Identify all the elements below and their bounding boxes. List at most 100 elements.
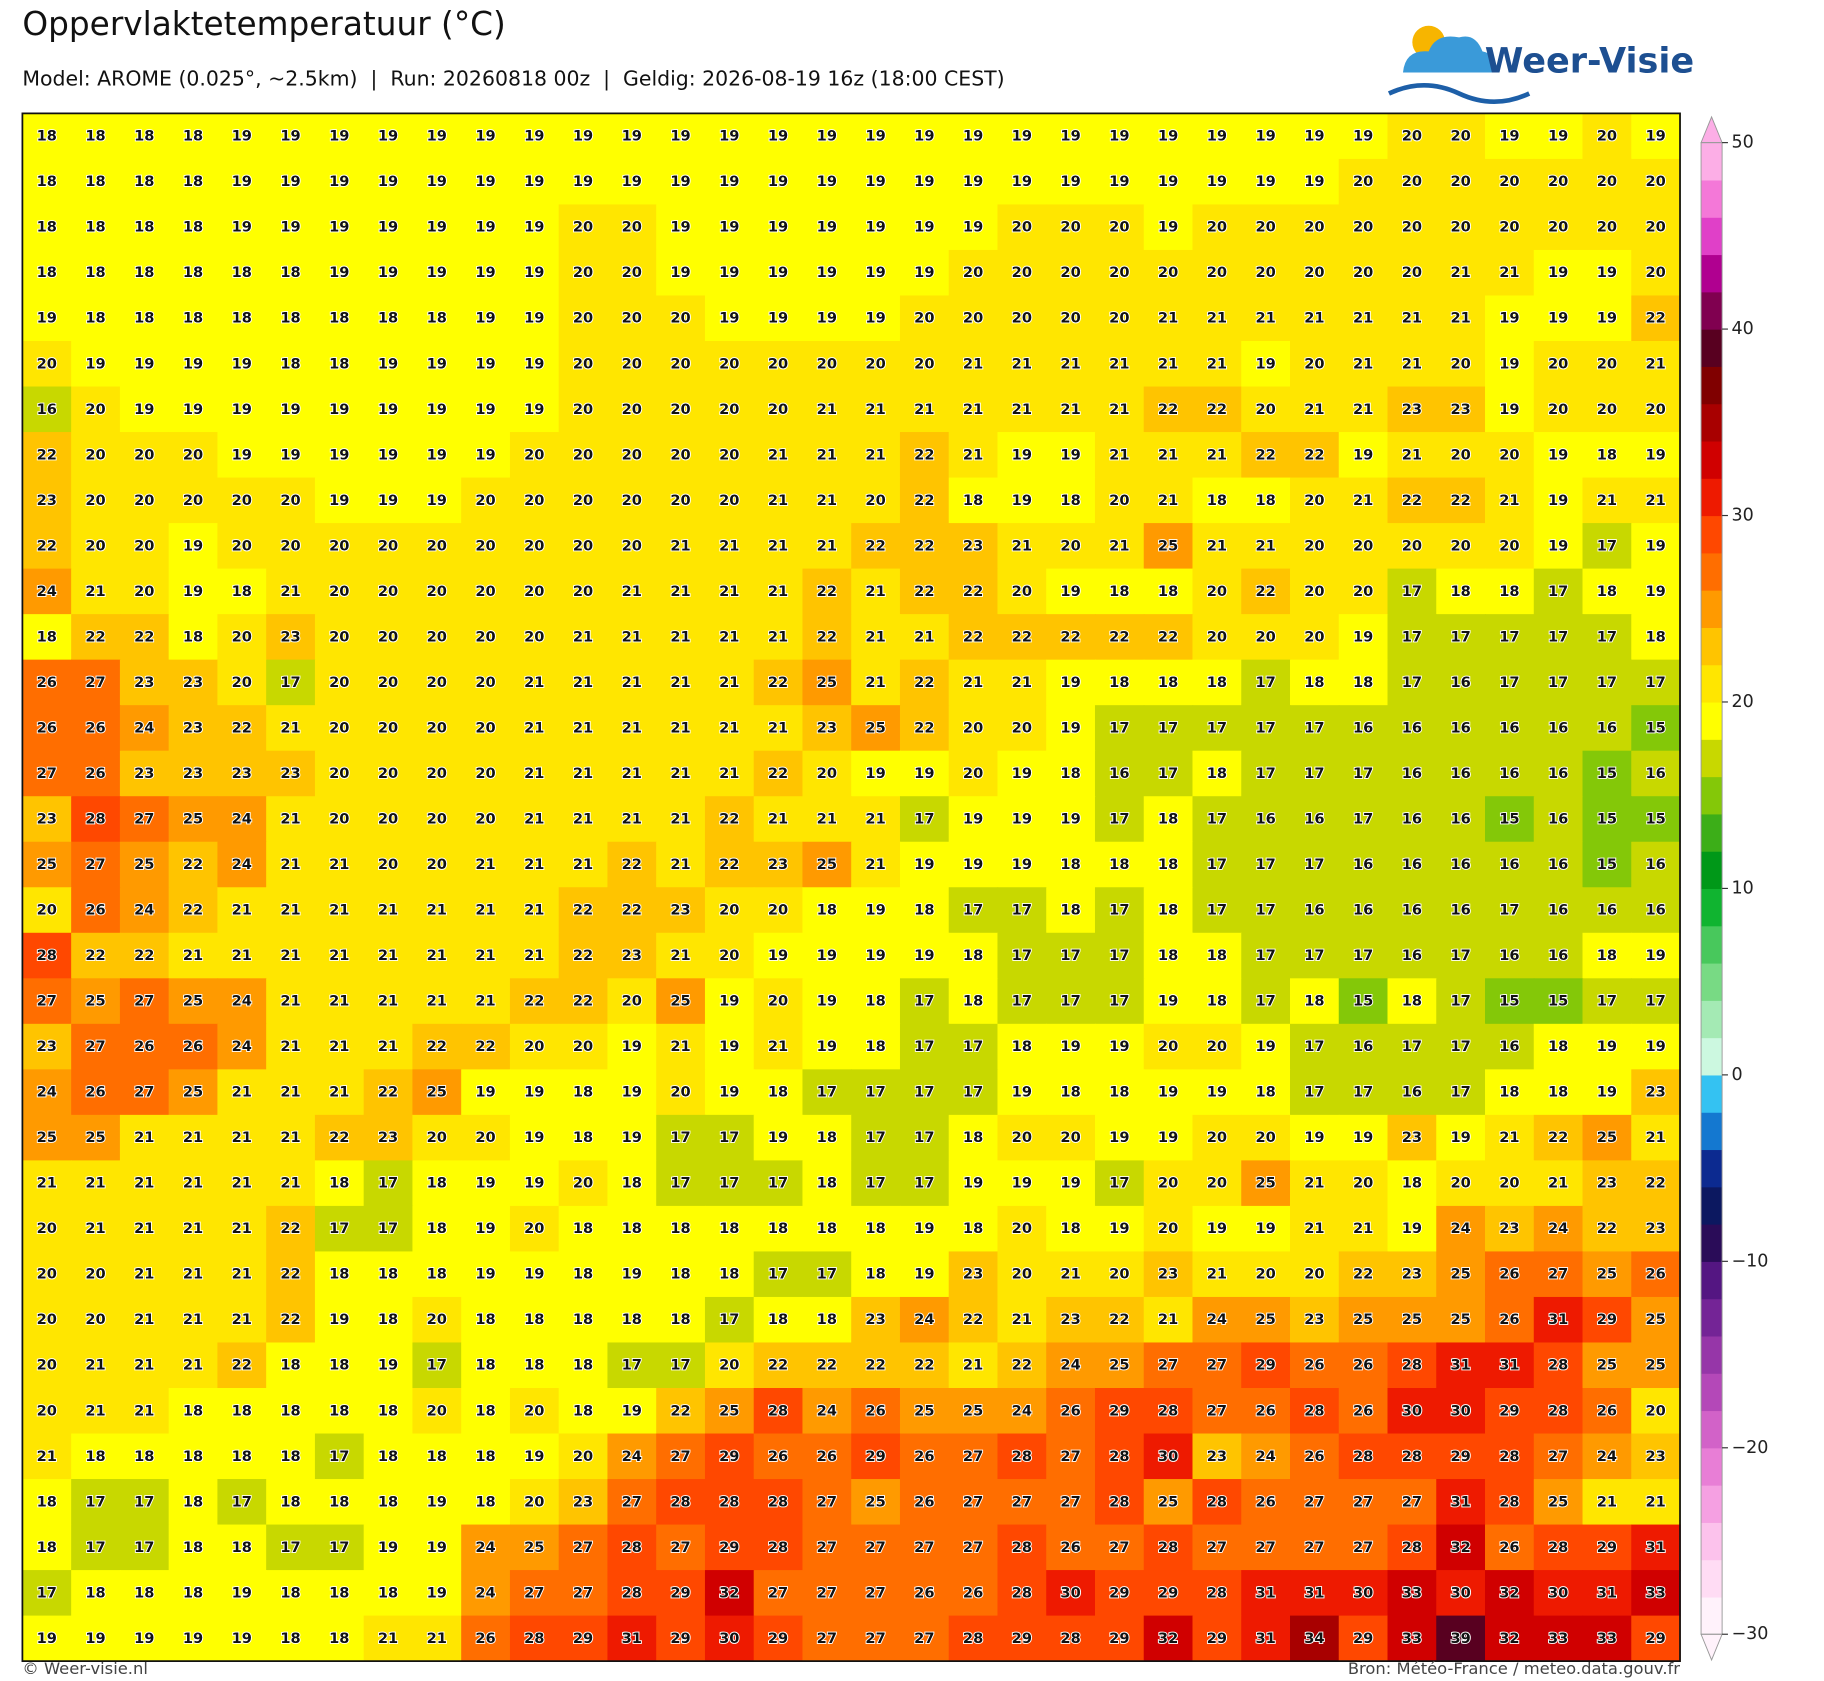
- temperature-label: 20: [1304, 537, 1324, 554]
- temperature-cell: [314, 887, 365, 934]
- temperature-cell: [509, 614, 560, 661]
- temperature-cell: [71, 1023, 121, 1071]
- temperature-label: 32: [1499, 1630, 1519, 1647]
- temperature-cell: [1289, 796, 1340, 843]
- temperature-label: 19: [329, 1311, 349, 1328]
- temperature-cell: [899, 1479, 950, 1526]
- temperature-cell: [948, 750, 999, 797]
- temperature-cell: [607, 295, 657, 342]
- temperature-label: 19: [1645, 1038, 1665, 1055]
- temperature-label: 17: [329, 1448, 349, 1465]
- temperature-cell: [558, 523, 609, 570]
- colorbar-band: [1701, 1261, 1723, 1300]
- temperature-label: 17: [1207, 902, 1227, 919]
- temperature-label: 18: [573, 1311, 593, 1328]
- temperature-label: 18: [427, 1266, 447, 1283]
- temperature-label: 20: [524, 537, 544, 554]
- temperature-cell: [1094, 1342, 1145, 1389]
- temperature-cell: [656, 1433, 706, 1480]
- temperature-label: 17: [1597, 628, 1617, 645]
- temperature-cell: [461, 1160, 511, 1207]
- temperature-label: 24: [232, 1038, 252, 1055]
- temperature-cell: [753, 1205, 804, 1253]
- temperature-cell: [266, 659, 316, 706]
- temperature-cell: [851, 614, 901, 661]
- temperature-cell: [363, 113, 414, 160]
- temperature-label: 25: [1645, 1311, 1665, 1328]
- temperature-label: 21: [1012, 1311, 1032, 1328]
- temperature-label: 25: [1597, 1357, 1617, 1374]
- temperature-label: 19: [865, 219, 885, 236]
- temperature-cell: [802, 659, 852, 706]
- temperature-cell: [1387, 887, 1437, 934]
- temperature-cell: [851, 568, 901, 615]
- temperature-cell: [22, 1479, 72, 1526]
- colorbar-band: [1701, 552, 1723, 591]
- temperature-cell: [71, 887, 121, 934]
- temperature-label: 19: [963, 219, 983, 236]
- temperature-label: 18: [37, 128, 57, 145]
- temperature-cell: [509, 1387, 560, 1435]
- colorbar-band: [1701, 254, 1723, 293]
- temperature-label: 29: [670, 1584, 690, 1601]
- temperature-label: 17: [914, 810, 934, 827]
- logo-cloud: [1402, 36, 1495, 73]
- temperature-label: 20: [573, 1038, 593, 1055]
- temperature-label: 33: [1597, 1630, 1617, 1647]
- temperature-cell: [266, 750, 316, 797]
- temperature-label: 21: [670, 856, 690, 873]
- temperature-cell: [1241, 1023, 1291, 1071]
- temperature-cell: [314, 249, 365, 297]
- temperature-label: 19: [1060, 674, 1080, 691]
- temperature-label: 21: [1353, 310, 1373, 327]
- colorbar-top-cap: [1700, 115, 1723, 144]
- temperature-cell: [1046, 978, 1096, 1025]
- temperature-label: 22: [1402, 492, 1422, 509]
- temperature-label: 16: [1450, 810, 1470, 827]
- temperature-label: 23: [37, 492, 57, 509]
- temperature-cell: [1436, 1479, 1486, 1526]
- temperature-label: 20: [1304, 628, 1324, 645]
- temperature-label: 16: [1499, 1038, 1519, 1055]
- temperature-label: 20: [427, 628, 447, 645]
- temperature-cell: [704, 1342, 755, 1389]
- colorbar-band: [1701, 776, 1723, 815]
- temperature-cell: [1631, 1205, 1681, 1253]
- colorbar-band: [1701, 701, 1723, 740]
- temperature-label: 21: [37, 1175, 57, 1192]
- temperature-label: 22: [232, 1357, 252, 1374]
- temperature-label: 30: [1060, 1584, 1080, 1601]
- temperature-cell: [899, 432, 950, 479]
- temperature-label: 28: [963, 1630, 983, 1647]
- temperature-label: 21: [817, 401, 837, 418]
- temperature-label: 21: [329, 856, 349, 873]
- temperature-cell: [1436, 1023, 1486, 1071]
- temperature-cell: [1485, 887, 1535, 934]
- temperature-label: 31: [1450, 1357, 1470, 1374]
- temperature-cell: [1241, 158, 1291, 206]
- temperature-cell: [1094, 1160, 1145, 1207]
- temperature-label: 25: [1158, 1493, 1178, 1510]
- temperature-label: 20: [524, 446, 544, 463]
- temperature-cell: [753, 158, 804, 206]
- temperature-label: 21: [817, 492, 837, 509]
- temperature-cell: [1046, 568, 1096, 615]
- temperature-cell: [607, 1615, 657, 1662]
- temperature-label: 21: [1207, 446, 1227, 463]
- temperature-label: 16: [1450, 856, 1470, 873]
- temperature-cell: [753, 659, 804, 706]
- temperature-cell: [22, 340, 72, 388]
- temperature-cell: [1046, 1205, 1096, 1253]
- temperature-label: 23: [865, 1311, 885, 1328]
- temperature-label: 19: [427, 219, 447, 236]
- temperature-cell: [1192, 432, 1242, 479]
- temperature-label: 21: [817, 446, 837, 463]
- temperature-cell: [363, 1296, 414, 1344]
- temperature-cell: [509, 750, 560, 797]
- temperature-cell: [1192, 249, 1242, 297]
- temperature-label: 17: [1499, 674, 1519, 691]
- temperature-label: 26: [963, 1584, 983, 1601]
- temperature-cell: [1289, 204, 1340, 251]
- temperature-label: 20: [1402, 537, 1422, 554]
- temperature-label: 25: [1645, 1357, 1665, 1374]
